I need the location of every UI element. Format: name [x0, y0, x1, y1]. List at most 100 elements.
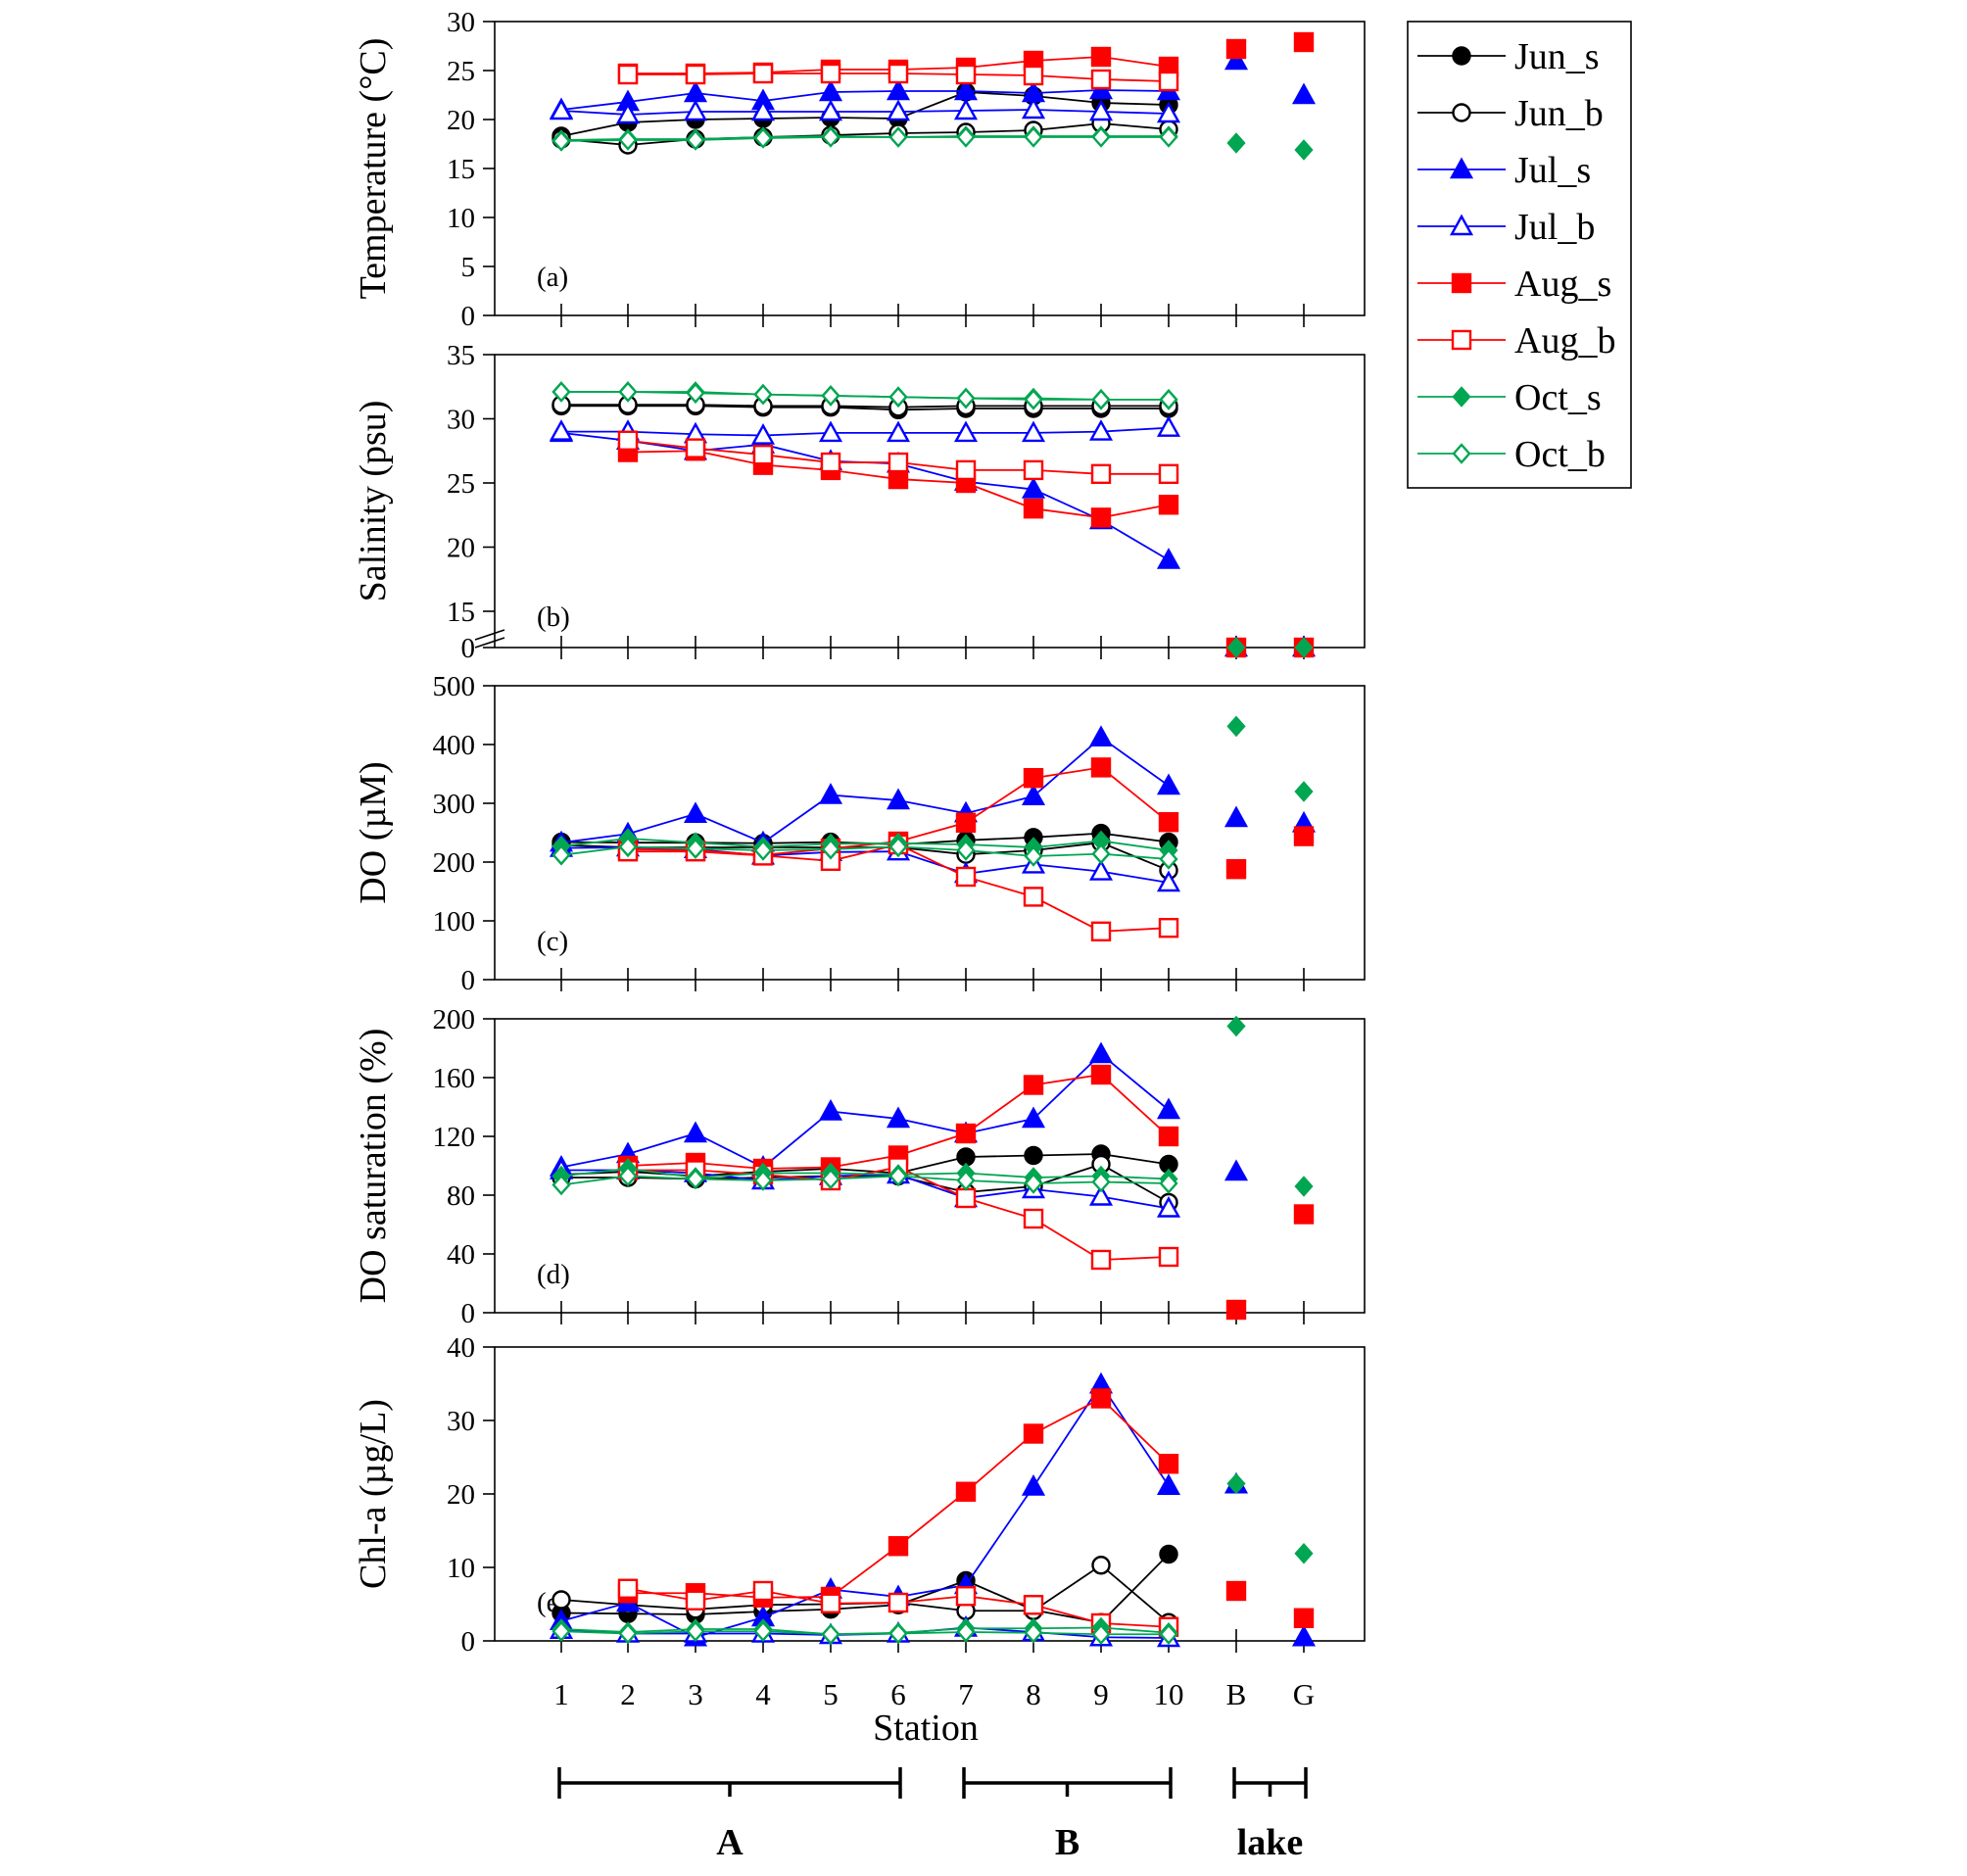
data-point	[1088, 99, 1114, 121]
legend-marker	[1452, 46, 1471, 66]
data-point	[1294, 139, 1314, 161]
data-point	[956, 126, 976, 148]
data-point	[1023, 459, 1044, 481]
data-point	[1023, 1208, 1044, 1229]
data-point	[1158, 495, 1179, 515]
data-point	[888, 386, 908, 409]
x-tick-label: 9	[1093, 1677, 1109, 1711]
legend-marker	[1449, 214, 1474, 236]
x-tick-label: 5	[823, 1677, 839, 1711]
legend-marker	[1452, 443, 1471, 464]
data-point	[955, 1586, 977, 1607]
data-point	[1159, 389, 1178, 410]
data-point	[753, 840, 773, 861]
data-point	[1225, 38, 1247, 60]
data-point	[888, 63, 909, 84]
legend-entry-jul-s: Jul_s	[1417, 150, 1591, 191]
x-tick-label: G	[1293, 1677, 1315, 1711]
data-point	[1024, 1621, 1043, 1644]
y-tick-label: 300	[433, 789, 476, 820]
y-tick-label: 0	[461, 965, 476, 996]
data-point	[955, 1187, 977, 1209]
data-point	[1024, 1173, 1043, 1194]
data-point	[888, 126, 908, 148]
data-point	[820, 452, 841, 473]
data-point	[818, 783, 843, 804]
data-point	[686, 1168, 705, 1190]
series-line	[560, 1553, 1170, 1624]
series-line	[561, 404, 1169, 409]
panel-frame	[494, 685, 1366, 981]
y-tick-label: 200	[433, 1004, 476, 1035]
axis-break-mark	[474, 637, 505, 649]
y-tick-label: 0	[461, 1626, 476, 1658]
legend-entry-oct-s: Oct_s	[1417, 377, 1602, 418]
data-point	[1158, 1454, 1179, 1474]
data-point	[1159, 848, 1178, 870]
data-point	[821, 1168, 840, 1190]
data-point	[683, 801, 708, 823]
data-point	[1088, 419, 1114, 441]
data-point	[685, 438, 706, 458]
data-point	[618, 836, 638, 858]
data-point	[956, 1621, 976, 1643]
data-point	[1091, 126, 1111, 148]
data-point	[1090, 1249, 1112, 1271]
data-point	[1225, 1580, 1247, 1602]
y-tick-label: 30	[447, 1406, 475, 1437]
series-line	[560, 1382, 1170, 1639]
panel-tag: (d)	[537, 1259, 570, 1290]
panel-c: 0 100 200 300 400 500 DO (µM) (c)	[353, 671, 1366, 996]
y-tick-label: 20	[447, 105, 475, 136]
series-line	[560, 1175, 1170, 1186]
series-line	[560, 122, 1170, 146]
data-point	[1156, 101, 1181, 123]
data-point	[1088, 859, 1114, 881]
data-point	[686, 382, 705, 405]
series-jul-s	[549, 1371, 1317, 1647]
legend-label: Jun_s	[1514, 36, 1600, 77]
data-point	[683, 99, 708, 121]
data-point	[1223, 48, 1249, 71]
data-point	[953, 98, 979, 120]
data-point	[1024, 845, 1043, 867]
legend-entry-oct-b: Oct_b	[1417, 434, 1606, 475]
series-line	[560, 838, 1170, 851]
y-tick-label: 200	[433, 847, 476, 879]
y-axis-label: Salinity (psu)	[353, 401, 394, 602]
data-point	[1088, 725, 1114, 746]
series-jul-b	[549, 415, 1181, 445]
data-point	[1156, 415, 1181, 437]
data-point	[821, 126, 840, 148]
panel-frame	[494, 1018, 1366, 1314]
data-point	[955, 459, 977, 481]
axis-break-mark	[474, 629, 505, 641]
data-point	[955, 64, 977, 85]
y-tick-label: 500	[433, 671, 476, 702]
data-point	[1293, 1608, 1315, 1628]
data-point	[1023, 887, 1044, 907]
y-tick-label: 30	[447, 7, 475, 38]
data-point	[686, 129, 705, 151]
x-axis-label: Station	[873, 1708, 979, 1749]
data-point	[1090, 1064, 1112, 1085]
legend-entry-jun-s: Jun_s	[1417, 36, 1600, 77]
y-tick-label: 120	[433, 1122, 476, 1153]
y-tick-label: 35	[447, 340, 475, 371]
x-tick-label: 8	[1026, 1677, 1041, 1711]
legend-label: Aug_b	[1514, 320, 1615, 361]
data-point	[686, 1620, 705, 1643]
data-point	[617, 430, 639, 451]
data-point	[753, 1620, 773, 1643]
series-oct-s	[552, 1472, 1314, 1646]
data-point	[888, 1592, 909, 1613]
data-point	[1023, 65, 1044, 86]
data-point	[618, 381, 638, 403]
series-jun-s	[552, 396, 1178, 420]
data-point	[888, 468, 909, 490]
data-point	[1024, 389, 1043, 410]
legend-entry-aug-s: Aug_s	[1417, 264, 1611, 305]
series-oct-b	[552, 1620, 1178, 1646]
